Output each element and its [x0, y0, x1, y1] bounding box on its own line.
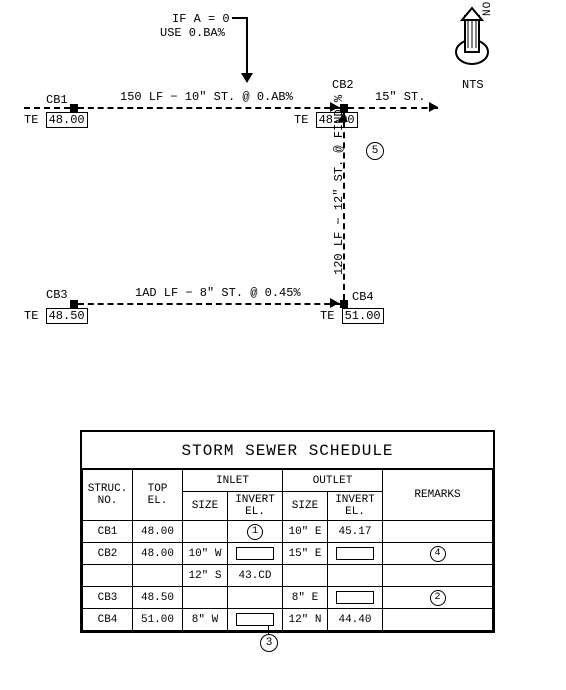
cb4-label: CB4	[352, 290, 374, 304]
cell-inlet-size: 10" W	[183, 543, 228, 565]
cell-outlet-size: 8" E	[283, 587, 328, 609]
leader-horiz	[232, 17, 246, 19]
table-title: STORM SEWER SCHEDULE	[82, 432, 493, 469]
pipe-cb2-east	[348, 107, 438, 109]
cell-struc: CB1	[83, 521, 133, 543]
table-row: 12" S43.CD	[83, 565, 493, 587]
th-inlet: INLET	[183, 470, 283, 492]
th-inlet-size: SIZE	[183, 492, 228, 521]
blank-box	[236, 613, 274, 626]
cell-inlet-invert	[228, 543, 283, 565]
callout-5: 5	[366, 142, 384, 160]
th-struc: STRUC. NO.	[83, 470, 133, 521]
cb2-label: CB2	[332, 78, 354, 92]
cell-outlet-invert: 44.40	[328, 609, 383, 631]
cell-top: 51.00	[133, 609, 183, 631]
cell-inlet-size: 8" W	[183, 609, 228, 631]
cell-top	[133, 565, 183, 587]
cb2-te: TE 48.00	[294, 112, 358, 128]
callout-4: 4	[430, 546, 446, 562]
pipe-120-label: 120 LF − 12" ST. @ FIND %	[332, 95, 346, 275]
cell-top: 48.50	[133, 587, 183, 609]
cb3-label: CB3	[46, 288, 68, 302]
table-row: CB148.00 1 10" E45.17	[83, 521, 493, 543]
leader-arrow	[241, 73, 253, 83]
table-row: CB348.50 8" E 2	[83, 587, 493, 609]
cb1-label: CB1	[46, 93, 68, 107]
north-label: NORTH	[482, 0, 494, 16]
cell-inlet-size: 12" S	[183, 565, 228, 587]
cell-struc: CB2	[83, 543, 133, 565]
cb3-node	[70, 300, 78, 308]
cell-top: 48.00	[133, 521, 183, 543]
cell-struc	[83, 565, 133, 587]
pipe-cb1-cb2	[78, 107, 340, 109]
pipe-15st-label: 15" ST.	[375, 90, 425, 104]
cell-inlet-size	[183, 521, 228, 543]
arrow-cb2-east	[429, 102, 438, 112]
pipe-150-label: 150 LF − 10" ST. @ 0.AB%	[120, 90, 293, 104]
note-use: USE 0.BA%	[160, 26, 225, 40]
cell-outlet-size: 12" N	[283, 609, 328, 631]
th-top: TOP EL.	[133, 470, 183, 521]
cb3-te: TE 48.50	[24, 308, 88, 324]
north-arrow-icon: NORTH	[450, 6, 494, 68]
pipe-cb3-cb4	[78, 303, 340, 305]
cell-outlet-invert	[328, 587, 383, 609]
plan-diagram: IF A = 0 USE 0.BA% NORTH NTS CB1 TE 48.0…	[0, 0, 566, 360]
cb3-te-value: 48.50	[46, 308, 88, 324]
blank-box	[336, 547, 374, 560]
th-outlet: OUTLET	[283, 470, 383, 492]
callout-1: 1	[247, 524, 263, 540]
cell-remarks	[383, 609, 493, 631]
pipe-1ad-label: 1AD LF − 8" ST. @ 0.45%	[135, 286, 301, 300]
cb1-te: TE 48.00	[24, 112, 88, 128]
cell-outlet-invert	[328, 543, 383, 565]
cell-inlet-size	[183, 587, 228, 609]
th-inlet-invert: INVERT EL.	[228, 492, 283, 521]
th-remarks: REMARKS	[383, 470, 493, 521]
cell-outlet-size: 10" E	[283, 521, 328, 543]
cell-remarks: 2	[383, 587, 493, 609]
cell-inlet-invert	[228, 587, 283, 609]
leader-vert	[246, 17, 248, 75]
cell-inlet-invert	[228, 609, 283, 631]
arrow-cb3-cb4	[330, 298, 339, 308]
cb4-node	[340, 300, 348, 308]
cell-top: 48.00	[133, 543, 183, 565]
table-row: CB248.0010" W 15" E 4	[83, 543, 493, 565]
pipe-left-stub	[24, 107, 70, 109]
cell-outlet-size	[283, 565, 328, 587]
cell-outlet-invert	[328, 565, 383, 587]
cell-remarks	[383, 565, 493, 587]
cell-remarks	[383, 521, 493, 543]
callout-2: 2	[430, 590, 446, 606]
th-outlet-size: SIZE	[283, 492, 328, 521]
cb4-te-value: 51.00	[342, 308, 384, 324]
cb4-te: TE 51.00	[320, 308, 384, 324]
cb1-te-value: 48.00	[46, 112, 88, 128]
nts-label: NTS	[462, 78, 484, 92]
table-row: CB451.008" W 12" N44.40	[83, 609, 493, 631]
callout-3: 3	[260, 634, 278, 652]
th-outlet-invert: INVERT EL.	[328, 492, 383, 521]
cell-inlet-invert: 1	[228, 521, 283, 543]
blank-box	[236, 547, 274, 560]
cell-struc: CB3	[83, 587, 133, 609]
cell-outlet-size: 15" E	[283, 543, 328, 565]
blank-box	[336, 591, 374, 604]
storm-sewer-schedule: STORM SEWER SCHEDULE STRUC. NO. TOP EL. …	[80, 430, 495, 633]
schedule-table: STRUC. NO. TOP EL. INLET OUTLET REMARKS …	[82, 469, 493, 631]
cell-remarks: 4	[383, 543, 493, 565]
note-if-a: IF A = 0	[172, 12, 230, 26]
cb1-node	[70, 104, 78, 112]
callout-3-leader	[268, 626, 269, 634]
cell-inlet-invert: 43.CD	[228, 565, 283, 587]
cell-outlet-invert: 45.17	[328, 521, 383, 543]
cell-struc: CB4	[83, 609, 133, 631]
